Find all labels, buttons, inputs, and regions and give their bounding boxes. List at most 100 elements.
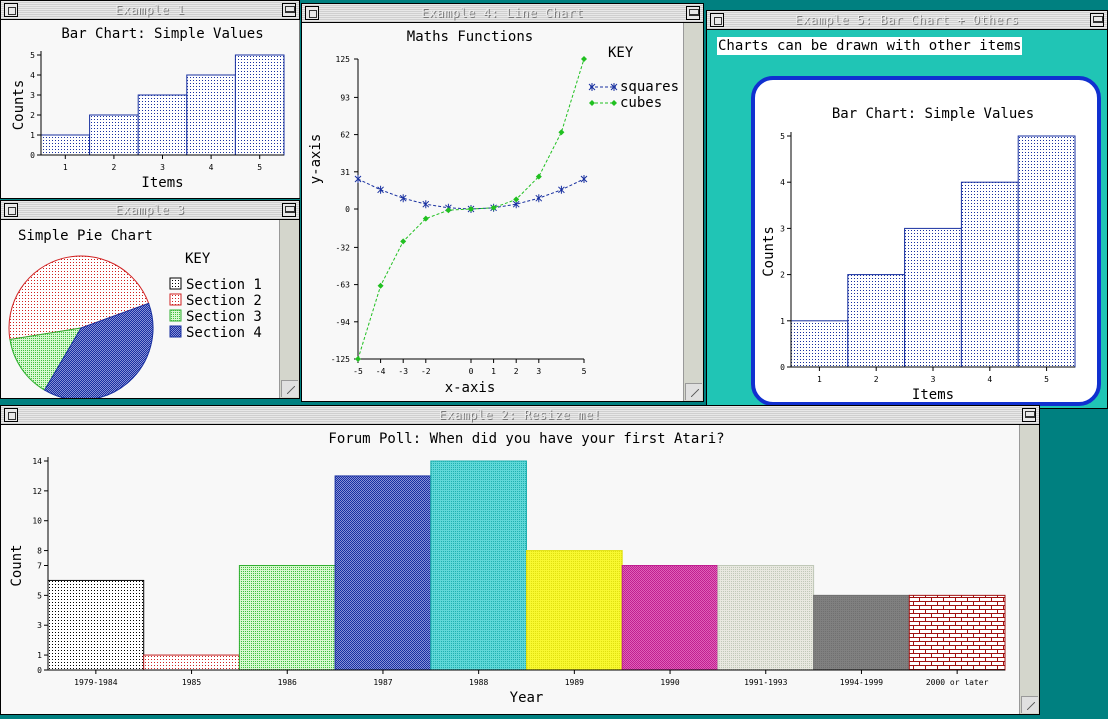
x-tick-label: 1986 <box>278 678 297 687</box>
y-tick-label: 7 <box>37 562 42 571</box>
y-tick-label: 3 <box>37 621 42 630</box>
bar-5 <box>1017 135 1076 368</box>
x-axis-label: Items <box>141 175 183 191</box>
bar-5 <box>234 54 285 156</box>
bar-1991-1993 <box>717 565 815 671</box>
window-title: Example 1 <box>115 3 185 17</box>
legend-label: Section 4 <box>186 325 262 341</box>
legend-marker <box>589 100 595 106</box>
bar-1986 <box>238 565 336 671</box>
y-tick-label: 12 <box>32 487 42 496</box>
point-squares <box>399 194 407 203</box>
fuller-button[interactable] <box>686 6 700 20</box>
point-cubes <box>490 204 497 211</box>
window-content: Bar Chart: Simple Values 0 1 2 3 4 5 1 2 3 4 5 Items… <box>1 20 300 198</box>
chart-title: Bar Chart: Simple Values <box>832 106 1034 122</box>
title-bar[interactable]: Example 2: Resize me! <box>1 406 1039 425</box>
x-axis-label: x-axis <box>445 380 496 396</box>
title-bar[interactable]: Example 1 <box>1 1 299 20</box>
legend-swatch <box>169 277 182 290</box>
bar-1987 <box>334 475 432 671</box>
close-button[interactable] <box>4 3 18 17</box>
bar-2000-or-later <box>908 594 1006 671</box>
x-tick-label: 5 <box>257 163 262 172</box>
legend-label: cubes <box>620 95 662 111</box>
y-tick-label: 1 <box>30 131 35 140</box>
window-example-2: Example 2: Resize me! Forum Poll: When d… <box>0 405 1040 715</box>
x-tick-label: 1 <box>491 367 496 376</box>
bar-4 <box>186 74 236 156</box>
y-tick-label: 93 <box>340 93 350 102</box>
window-title: Example 4: Line Chart <box>421 6 584 20</box>
fuller-button[interactable] <box>282 3 296 17</box>
bar-1985 <box>143 654 240 671</box>
window-title: Example 3 <box>115 203 185 217</box>
x-tick-label: 3 <box>536 367 541 376</box>
window-example-5: Example 5: Bar Chart + Others Charts can… <box>706 10 1108 409</box>
y-tick-label: 0 <box>780 363 785 372</box>
title-bar[interactable]: Example 5: Bar Chart + Others <box>707 11 1107 30</box>
close-button[interactable] <box>4 408 18 422</box>
y-tick-label: 62 <box>340 131 350 140</box>
title-bar[interactable]: Example 3 <box>1 201 299 220</box>
x-tick-label: 3 <box>160 163 165 172</box>
bar-chart-example-1: Bar Chart: Simple Values 0 1 2 3 4 5 1 2 3 4 5 Items… <box>11 26 285 191</box>
point-cubes <box>400 238 407 245</box>
fuller-button[interactable] <box>1090 13 1104 27</box>
x-tick-label: 1989 <box>565 678 584 687</box>
y-axis-label: Count <box>9 544 25 586</box>
point-squares <box>377 185 384 194</box>
y-tick-label: 8 <box>37 547 42 556</box>
legend-marker <box>611 100 617 106</box>
close-button[interactable] <box>710 13 724 27</box>
resize-handle[interactable] <box>1021 696 1038 713</box>
resize-handle[interactable] <box>685 383 702 400</box>
window-content: Forum Poll: When did you have your first… <box>1 425 1020 714</box>
pie-slice-3 <box>9 327 82 391</box>
y-tick-label: 2 <box>780 271 785 280</box>
title-bar[interactable]: Example 4: Line Chart <box>302 4 703 23</box>
point-squares <box>580 175 588 183</box>
window-example-3: Example 3 Simple Pie Chart KEY Section 1 Se… <box>0 200 300 401</box>
bar-1994-1999 <box>813 594 910 671</box>
point-cubes <box>377 282 384 289</box>
resize-handle[interactable] <box>281 380 298 397</box>
close-button[interactable] <box>305 6 319 20</box>
bar-1 <box>790 320 849 368</box>
y-axis-label: y-axis <box>308 134 324 185</box>
y-tick-label: 125 <box>336 55 351 64</box>
window-content: Charts can be drawn with other items Bar… <box>707 30 1107 408</box>
x-tick-label: 1 <box>63 163 68 172</box>
bar-2 <box>847 274 906 368</box>
fuller-button[interactable] <box>282 203 296 217</box>
x-tick-label: 4 <box>987 375 992 384</box>
x-axis-label: Year <box>510 690 544 706</box>
window-content: Maths Functions 125 93 62 31 0 -32 -63 -94 -125 -5… <box>302 23 684 401</box>
line-chart-example-4: Maths Functions1259362310-32-63-94-125-5… <box>308 29 679 396</box>
legend-swatch <box>169 325 182 338</box>
legend-swatch <box>169 309 182 322</box>
scroll-bar[interactable] <box>683 23 703 401</box>
y-tick-label: -125 <box>331 355 350 364</box>
x-tick-label: 4 <box>209 163 214 172</box>
pie-slice-2 <box>8 255 150 341</box>
y-axis-label: Counts <box>761 226 777 277</box>
legend-title: KEY <box>185 251 211 267</box>
legend-marker <box>588 83 596 91</box>
bar-1990 <box>621 565 719 671</box>
point-cubes <box>445 207 452 214</box>
point-squares <box>422 200 430 209</box>
point-squares <box>354 175 362 183</box>
scroll-bar[interactable] <box>279 220 299 398</box>
y-tick-label: 2 <box>30 111 35 120</box>
fuller-button[interactable] <box>1022 408 1036 422</box>
chart-title: Forum Poll: When did you have your first… <box>328 431 724 447</box>
close-button[interactable] <box>4 203 18 217</box>
legend-label: Section 2 <box>186 293 262 309</box>
point-cubes <box>355 356 361 362</box>
point-cubes <box>422 215 429 222</box>
x-tick-label: -5 <box>353 367 363 376</box>
scroll-bar[interactable] <box>1019 425 1039 714</box>
y-tick-label: 10 <box>32 517 42 526</box>
legend-swatch <box>169 293 182 306</box>
